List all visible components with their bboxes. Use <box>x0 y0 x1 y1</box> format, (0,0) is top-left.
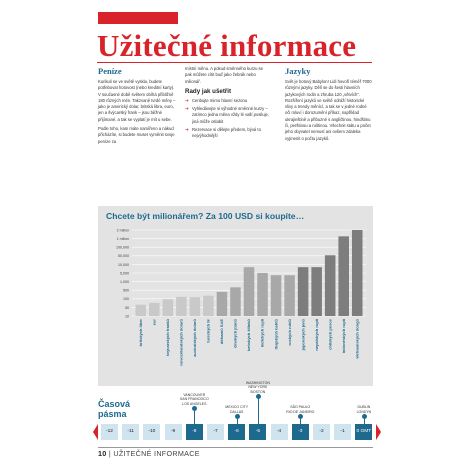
y-tick-label: 500 <box>123 289 129 293</box>
arrow-right-icon <box>376 424 381 440</box>
y-tick-label: 100 <box>123 297 129 301</box>
category-label: thajských bahtů <box>273 318 278 349</box>
bar <box>270 275 282 316</box>
bar <box>203 295 214 316</box>
timezone-cell: -5 <box>249 424 267 440</box>
header-accent-bar <box>98 12 178 24</box>
footer-section: UŽITEČNÉ INFORMACE <box>113 449 200 458</box>
page-number: 10 <box>98 449 107 458</box>
timezone-cell: -4 <box>270 424 288 440</box>
timezone-cell: -2 <box>313 424 330 440</box>
footer-rule <box>98 447 373 448</box>
page-title: Užitečné informace <box>97 28 357 63</box>
timezone-cell: -3 <box>291 424 309 440</box>
bar <box>297 267 309 316</box>
bar <box>149 302 160 316</box>
y-tick-label: 2 milion <box>117 228 129 232</box>
bar <box>216 291 228 316</box>
timezone-city-label: VANCOUVER SAN FRANCISCO LOS ANGELES <box>179 393 209 406</box>
bar <box>284 275 295 316</box>
footer-separator: | <box>108 449 114 458</box>
timezone-cell: -9 <box>164 424 182 440</box>
tip-item: Vyhledávejte si výhodné směnné kurzy – z… <box>185 106 270 125</box>
bar <box>243 267 255 316</box>
timezone-cell: 0 GMT <box>355 424 373 440</box>
money-heading: Peníze <box>98 66 122 76</box>
tip-item: Rezervace si dělejte předem, bývá to nej… <box>185 127 270 140</box>
y-tick-label: 100,000 <box>116 246 129 250</box>
languages-heading: Jazyky <box>285 66 311 76</box>
timezone-pin <box>234 414 240 424</box>
timezone-city-label: WASHINGTON NEW YORK BOSTON <box>245 381 270 394</box>
timezone-strip: -12 -11 -10 -9 -8 -7 -6 -5 -4 -3 -2 -1 0 GMT <box>93 424 381 440</box>
category-label: novozélandských dolarů <box>179 318 184 365</box>
category-label: švýcarských franků <box>165 318 170 356</box>
timezone-cell: -10 <box>143 424 161 440</box>
bar <box>338 236 349 316</box>
category-label: indonéských rupií <box>341 318 346 353</box>
saving-subheading: Rady jak ušetřit <box>185 87 232 95</box>
bar <box>162 299 174 316</box>
page-footer: 10 | UŽITEČNÉ INFORMACE <box>98 449 200 458</box>
languages-paragraph: Svět je hotový Babylon! Lidi hovoří témě… <box>285 79 372 141</box>
money-paragraph-2: Podle toho, kam máte namířeno a nákud př… <box>98 126 175 144</box>
column-saving: místní měnu. A pokud směnného kurzu se p… <box>185 66 270 142</box>
y-tick-label: 1 milion <box>117 237 129 241</box>
timezones-title-line-2: pásma <box>98 409 127 419</box>
saving-intro: místní měnu. A pokud směnného kurzu se p… <box>185 66 263 84</box>
timezone-cell: -8 <box>185 424 203 440</box>
y-tick-label: 50,000 <box>118 254 129 258</box>
timezones-title-line-1: Časová <box>98 399 131 409</box>
category-label: keňských šilinků <box>246 318 251 351</box>
column-money: Peníze Kurikuli se ve světě vyskla, bude… <box>98 66 178 148</box>
timezone-cell: -1 <box>334 424 352 440</box>
bar <box>351 230 363 316</box>
y-tick-label: 10,000 <box>118 263 129 267</box>
bar <box>257 273 268 316</box>
timezone-city-label: DUBLIN LONDÝN <box>356 405 372 414</box>
chart-title: Chcete být milionářem? Za 100 USD si kou… <box>106 211 305 221</box>
y-tick-label: 1,000 <box>120 280 129 284</box>
category-label: australských dolarů <box>192 318 197 356</box>
currency-bar-chart: 2 milion 1 milion 100,000 50,000 10,000 5,000… <box>116 228 366 366</box>
category-label: čínských jüanů <box>233 318 238 347</box>
timezone-cell: -6 <box>228 424 246 440</box>
category-label: dirhamů SAE <box>219 319 224 344</box>
bar <box>311 267 322 316</box>
title-rule <box>97 62 372 63</box>
bar <box>324 255 336 316</box>
timezone-cell: -11 <box>122 424 140 440</box>
category-label: vietnamských dongů <box>354 318 359 358</box>
timezone-city-label: MEXICO CITY DALLAS <box>225 405 249 414</box>
category-label: chilských pesos <box>327 318 332 350</box>
bar <box>230 287 241 316</box>
tip-item: Cenbujte mimo hlavní sezonu <box>185 98 270 105</box>
category-label: nepálských rupií <box>314 318 319 350</box>
saving-tips: Cenbujte mimo hlavní sezonu Vyhledávejte… <box>185 98 270 140</box>
category-label: indických rupií <box>260 318 265 347</box>
bar <box>189 297 201 316</box>
arrow-left-icon <box>93 424 98 440</box>
timezone-cell: -7 <box>207 424 224 440</box>
bar <box>135 304 147 316</box>
category-label: tureckých lir <box>206 319 211 343</box>
currency-chart-panel: Chcete být milionářem? Za 100 USD si kou… <box>98 206 373 386</box>
y-tick-label: 50 <box>125 306 129 310</box>
y-tick-label: 5,000 <box>120 271 129 275</box>
timezone-pin <box>255 394 261 424</box>
category-label: ruských rublů <box>287 318 292 345</box>
timezone-cell: -12 <box>101 424 118 440</box>
category-label: eur <box>151 319 156 326</box>
bar <box>176 296 187 316</box>
category-label: britských liber <box>138 319 143 347</box>
money-paragraph-1: Kurikuli se ve světě vyskla, budete potř… <box>98 79 176 122</box>
category-label: japonských jenů <box>300 318 305 351</box>
y-tick-label: 10 <box>125 314 129 318</box>
timezone-pin <box>361 414 367 424</box>
column-languages: Jazyky Svět je hotový Babylon! Lidi hovo… <box>285 66 373 145</box>
timezones-title: Časová pásma <box>98 399 130 419</box>
timezone-pin <box>298 414 304 424</box>
timezone-city-label: SÃO PAULO RIO DE JANEIRO <box>286 405 315 414</box>
timezone-pin <box>192 406 198 424</box>
